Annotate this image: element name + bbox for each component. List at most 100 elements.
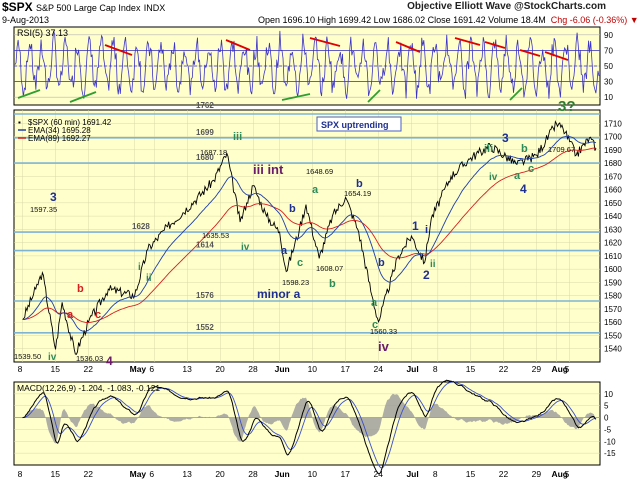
wave-label: a bbox=[371, 297, 378, 309]
wave-label: 3 bbox=[502, 131, 509, 145]
wave-label: b bbox=[329, 278, 336, 290]
x-tick-label-bottom: 13 bbox=[182, 469, 192, 479]
x-tick-label-bottom: 10 bbox=[308, 469, 318, 479]
level-label: 1552 bbox=[196, 323, 214, 332]
legend-entry: EMA(34) 1695.28 bbox=[28, 126, 91, 135]
change-arrow-icon: ▼ bbox=[629, 15, 639, 25]
wave-label: i bbox=[425, 224, 428, 236]
wave-label: iii bbox=[233, 131, 242, 143]
rsi-divergence-red bbox=[104, 44, 133, 56]
rsi-divergence-red bbox=[309, 37, 341, 47]
level-label: 1680 bbox=[196, 153, 214, 162]
x-tick-label: 29 bbox=[532, 364, 542, 374]
price-label: 1654.19 bbox=[344, 189, 371, 198]
wave-label: 3 bbox=[50, 190, 57, 204]
price-tick-label: 1670 bbox=[604, 172, 622, 181]
wave-label: 4 bbox=[106, 354, 113, 368]
level-label: 1762 bbox=[196, 101, 214, 110]
x-tick-label: 20 bbox=[215, 364, 225, 374]
trend-banner: SPX uptrending bbox=[321, 120, 389, 130]
x-tick-label: 15 bbox=[51, 364, 61, 374]
rsi-divergence-red bbox=[519, 49, 541, 57]
wave-label-minor-a: minor a bbox=[257, 287, 301, 301]
wave-label-3q: 3? bbox=[558, 98, 576, 115]
rsi-tick-label: 30 bbox=[604, 78, 613, 87]
x-tick-label-bottom: 28 bbox=[248, 469, 258, 479]
rsi-line bbox=[14, 30, 600, 99]
x-tick-label-bottom: 15 bbox=[466, 469, 476, 479]
ohlc-readout: Open 1696.10 High 1699.42 Low 1686.02 Cl… bbox=[258, 15, 639, 25]
price-line bbox=[22, 120, 597, 355]
macd-signal-line bbox=[22, 381, 597, 469]
macd-tick-label: 10 bbox=[604, 390, 613, 399]
price-tick-label: 1620 bbox=[604, 239, 622, 248]
rsi-tick-label: 90 bbox=[604, 31, 613, 40]
wave-label: a bbox=[514, 170, 521, 182]
legend-entry: EMA(89) 1692.27 bbox=[28, 134, 91, 143]
rsi-tick-label: 50 bbox=[604, 62, 613, 71]
macd-plot-area bbox=[13, 381, 601, 466]
x-tick-label: 8 bbox=[18, 364, 23, 374]
price-tick-label: 1630 bbox=[604, 225, 622, 234]
wave-label: iv bbox=[241, 242, 250, 253]
x-tick-label: May bbox=[130, 364, 147, 374]
rsi-label: RSI(5) 37.13 bbox=[17, 28, 68, 38]
x-tick-label-bottom: 22 bbox=[499, 469, 509, 479]
price-tick-label: 1560 bbox=[604, 318, 622, 327]
rsi-divergence-green bbox=[69, 91, 97, 103]
ema89-line bbox=[22, 147, 597, 324]
x-tick-label-bottom: Jun bbox=[275, 469, 290, 479]
wave-label: 4 bbox=[520, 182, 527, 196]
macd-tick-label: 5 bbox=[604, 402, 609, 411]
rsi-divergence-red bbox=[454, 37, 481, 46]
x-tick-label: 22 bbox=[84, 364, 94, 374]
x-tick-label: 24 bbox=[374, 364, 384, 374]
x-tick-label-bottom: 15 bbox=[51, 469, 61, 479]
x-tick-label: 8 bbox=[433, 364, 438, 374]
x-tick-label: Jun bbox=[275, 364, 290, 374]
x-tick-label: Jul bbox=[406, 364, 418, 374]
wave-label: iv bbox=[48, 352, 57, 363]
rsi-tick-label: 10 bbox=[604, 93, 613, 102]
date-label: 9-Aug-2013 bbox=[2, 15, 50, 25]
legend-entry: $SPX (60 min) 1691.42 bbox=[28, 118, 112, 127]
price-tick-label: 1650 bbox=[604, 199, 622, 208]
rsi-divergence-green bbox=[509, 87, 523, 101]
ema34-line bbox=[22, 135, 597, 332]
x-tick-label-bottom: 8 bbox=[433, 469, 438, 479]
price-label: 1709.67 bbox=[548, 145, 575, 154]
x-tick-label-bottom: 8 bbox=[18, 469, 23, 479]
wave-label: ii bbox=[430, 259, 436, 270]
level-label: 1576 bbox=[196, 291, 214, 300]
price-tick-label: 1710 bbox=[604, 119, 622, 128]
price-label: 1560.33 bbox=[370, 327, 397, 336]
price-panel: 1540 1550 1560 1570 1580 1590 1600 1610 1620 1630… bbox=[13, 98, 622, 368]
rsi-panel: 10 30 50 70 90 RSI(5) 37.13 bbox=[13, 26, 613, 106]
macd-tick-label: -10 bbox=[604, 437, 616, 446]
wave-label: b bbox=[356, 178, 363, 190]
wave-label: i bbox=[138, 262, 141, 273]
wave-label: iii bbox=[484, 143, 493, 155]
price-tick-label: 1540 bbox=[604, 345, 622, 354]
wave-label: c bbox=[95, 309, 101, 321]
wave-label-iii-int: iii int bbox=[253, 162, 284, 177]
x-tick-label: 10 bbox=[308, 364, 318, 374]
trend-banner-box bbox=[316, 116, 402, 132]
x-tick-label: Aug bbox=[551, 364, 568, 374]
rsi-tick-label: 70 bbox=[604, 46, 613, 55]
x-tick-label-bottom: May bbox=[130, 469, 147, 479]
price-tick-label: 1700 bbox=[604, 133, 622, 142]
wave-label: 2 bbox=[423, 268, 430, 282]
change-value: Chg -6.06 (-0.36%) bbox=[550, 15, 628, 25]
price-label: 1648.69 bbox=[306, 167, 333, 176]
price-tick-label: 1600 bbox=[604, 265, 622, 274]
price-tick-label: 1660 bbox=[604, 186, 622, 195]
x-tick-label-bottom: 29 bbox=[532, 469, 542, 479]
wave-label: a bbox=[67, 309, 74, 321]
macd-histogram bbox=[22, 393, 597, 444]
price-label: 1635.53 bbox=[202, 231, 229, 240]
wave-label: 1 bbox=[412, 219, 419, 233]
macd-tick-label: -15 bbox=[604, 449, 616, 458]
rsi-divergence-red bbox=[225, 39, 251, 51]
